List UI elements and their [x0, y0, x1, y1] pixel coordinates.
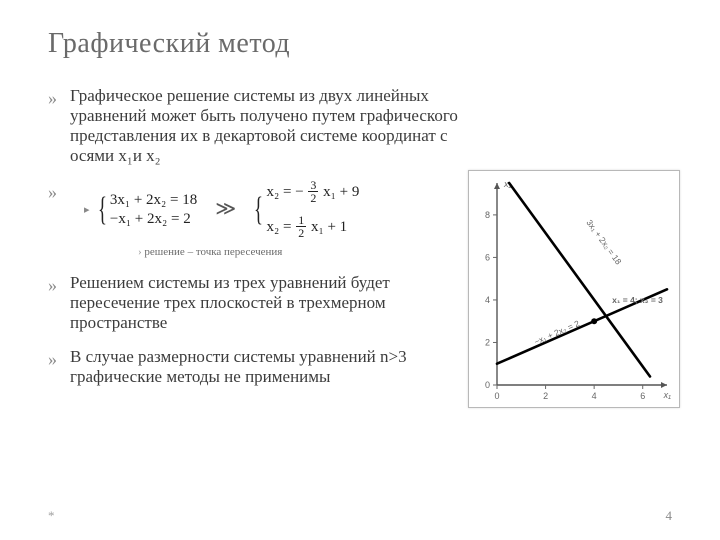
eq-right-1: x₂ = − 3 2 x₁ + 9 — [267, 180, 360, 205]
eq-r2-post: x₁ + 1 — [311, 219, 347, 235]
svg-text:−x₁ + 2x₂ = 2: −x₁ + 2x₂ = 2 — [533, 318, 582, 347]
bullet-math: ▸ { 3x₁ + 2x₂ = 18 −x₁ + 2x₂ = 2 ≫ { — [48, 180, 478, 259]
bullet-list: Графическое решение системы из двух лине… — [48, 86, 478, 387]
page-number: 4 — [666, 508, 673, 524]
arrow-icon: ≫ — [211, 198, 240, 222]
chart-svg: 024602468x₁x₂3x₁ + 2x₂ = 18−x₁ + 2x₂ = 2… — [469, 171, 679, 407]
svg-text:3x₁ + 2x₂ = 18: 3x₁ + 2x₂ = 18 — [584, 218, 623, 267]
svg-text:0: 0 — [485, 380, 490, 390]
eq-left-1: 3x₁ + 2x₂ = 18 — [110, 192, 197, 210]
system-right: { x₂ = − 3 2 x₁ + 9 x₂ = — [254, 180, 359, 240]
brace-icon: { — [98, 193, 107, 227]
math-row: ▸ { 3x₁ + 2x₂ = 18 −x₁ + 2x₂ = 2 ≫ { — [84, 180, 478, 240]
bullet-4: В случае размерности системы уравнений n… — [48, 347, 478, 387]
slide: Графический метод Графическое решение си… — [0, 0, 720, 540]
eq-r1-post: x₁ + 9 — [323, 184, 359, 200]
eq-right-2: x₂ = 1 2 x₁ + 1 — [267, 215, 360, 240]
caret-icon: ▸ — [84, 204, 90, 217]
svg-text:2: 2 — [485, 337, 490, 347]
chart-panel: 024602468x₁x₂3x₁ + 2x₂ = 18−x₁ + 2x₂ = 2… — [468, 170, 680, 408]
svg-text:x₁: x₁ — [663, 390, 672, 400]
brace-icon: { — [254, 193, 263, 227]
bullet-1: Графическое решение системы из двух лине… — [48, 86, 478, 166]
eq-r1-pre: x₂ = − — [267, 184, 304, 200]
eq-left-2: −x₁ + 2x₂ = 2 — [110, 211, 197, 229]
eq-r2-pre: x₂ = — [267, 219, 296, 235]
frac-d: 2 — [296, 227, 306, 239]
fraction: 1 2 — [296, 214, 306, 239]
svg-text:4: 4 — [485, 295, 490, 305]
svg-text:0: 0 — [494, 391, 499, 401]
svg-text:2: 2 — [543, 391, 548, 401]
slide-title: Графический метод — [48, 28, 672, 60]
svg-text:4: 4 — [592, 391, 597, 401]
system-left: { 3x₁ + 2x₂ = 18 −x₁ + 2x₂ = 2 — [98, 192, 198, 229]
svg-text:6: 6 — [640, 391, 645, 401]
math-footnote: решение – точка пересечения — [138, 246, 478, 259]
svg-text:8: 8 — [485, 210, 490, 220]
fraction: 3 2 — [308, 179, 318, 204]
svg-text:x₁ = 4; x₂ = 3: x₁ = 4; x₂ = 3 — [612, 295, 663, 305]
frac-d: 2 — [308, 192, 318, 204]
svg-text:6: 6 — [485, 252, 490, 262]
bullet-3: Решением системы из трех уравнений будет… — [48, 273, 478, 333]
footer-star: * — [48, 508, 55, 524]
